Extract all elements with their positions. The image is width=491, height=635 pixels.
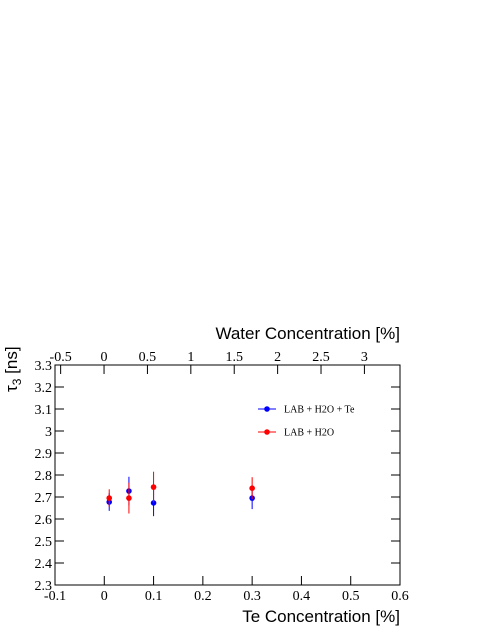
x-tick-label: 0.4	[293, 589, 311, 604]
point	[106, 495, 113, 501]
y-axis-title: τ3 [ns]	[2, 346, 24, 392]
x-tick-label: 0.3	[243, 589, 261, 604]
point	[126, 495, 132, 501]
point	[249, 485, 255, 492]
x2-tick-label: 0.5	[139, 350, 157, 365]
x-tick-label: 0.1	[145, 589, 163, 604]
x2-tick-label: -0.5	[50, 350, 72, 365]
x-axis-title: Te Concentration [%]	[242, 607, 400, 626]
y-tick-label: 3.3	[35, 359, 53, 374]
x2-axis-title: Water Concentration [%]	[215, 324, 400, 343]
y-tick-label: 2.4	[35, 557, 53, 572]
x2-tick-label: 0	[101, 350, 108, 365]
x-tick-label: -0.1	[44, 589, 66, 604]
y-title-sub: 3	[10, 378, 24, 385]
y-tick-label: 3.2	[35, 381, 53, 396]
y-tick-label: 3	[45, 425, 52, 440]
y-tick-label: 2.5	[35, 535, 53, 550]
x2-tick-label: 2.5	[312, 350, 330, 365]
y-tick-label: 2.3	[35, 579, 53, 594]
y-tick-label: 2.7	[35, 491, 53, 506]
y-tick-label: 2.9	[35, 447, 53, 462]
legend-marker	[264, 406, 270, 412]
x-tick-label: 0	[101, 589, 108, 604]
point	[150, 500, 157, 506]
y-tick-label: 2.6	[35, 513, 53, 528]
point	[150, 484, 157, 490]
x2-tick-label: 3	[361, 350, 368, 365]
frame	[54, 364, 401, 586]
legend-label: LAB + H2O	[284, 428, 334, 439]
y-tick-label: 3.1	[35, 403, 53, 418]
legend-marker	[264, 429, 270, 435]
y-title-symbol: τ	[2, 385, 21, 392]
x2-tick-label: 1.5	[225, 350, 243, 365]
y-tick-label: 2.8	[35, 469, 53, 484]
x2-tick-label: 1	[187, 350, 194, 365]
x-tick-label: 0.2	[194, 589, 212, 604]
x2-tick-label: 2	[274, 350, 281, 365]
x-tick-label: 0.6	[391, 589, 409, 604]
legend-label: LAB + H2O + Te	[284, 405, 355, 416]
y-title-unit: [ns]	[2, 346, 21, 373]
x-tick-label: 0.5	[342, 589, 360, 604]
